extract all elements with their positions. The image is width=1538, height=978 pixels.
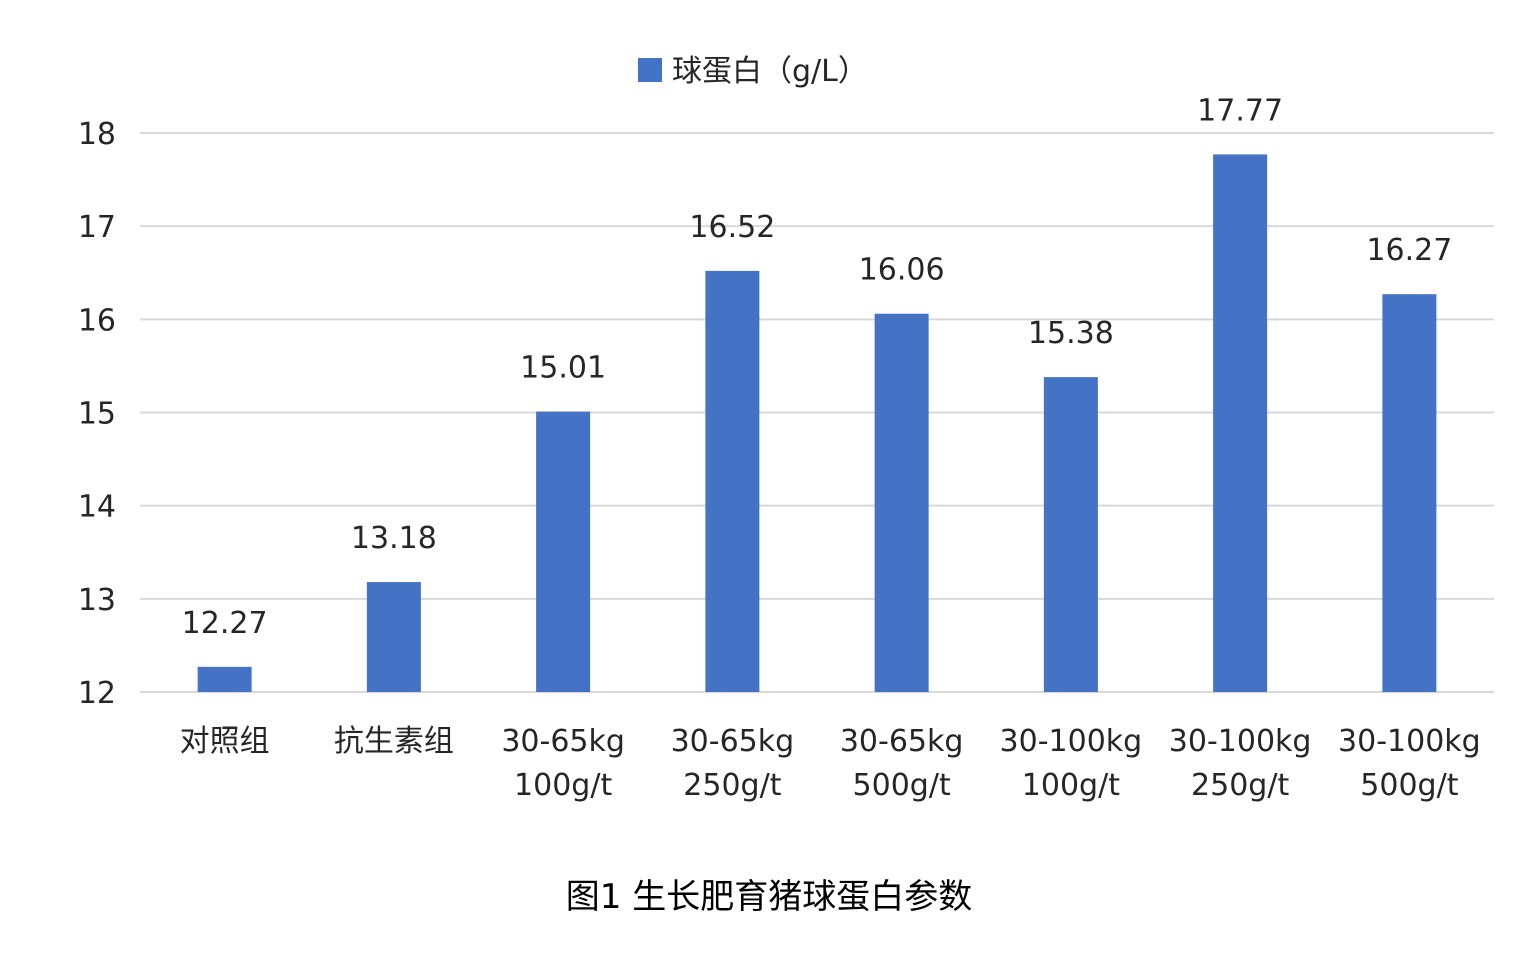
x-category-label: 100g/t — [1022, 768, 1120, 803]
x-category-label: 500g/t — [853, 768, 951, 803]
x-category-label: 抗生素组 — [334, 724, 454, 759]
data-label: 17.77 — [1197, 93, 1283, 128]
legend: 球蛋白（g/L） — [638, 54, 868, 89]
bar — [197, 666, 252, 692]
bar — [1043, 377, 1098, 692]
data-label: 16.06 — [859, 253, 945, 288]
y-axis-ticks: 12 13 14 15 16 17 18 — [78, 117, 116, 711]
legend-swatch — [638, 58, 662, 82]
x-category-label: 30-65kg — [671, 724, 795, 759]
x-category-label: 100g/t — [514, 768, 612, 803]
figure-caption: 图1 生长肥育猪球蛋白参数 — [566, 877, 972, 917]
legend-label: 球蛋白（g/L） — [672, 54, 868, 89]
x-category-label: 对照组 — [180, 724, 270, 759]
data-label: 16.52 — [689, 210, 775, 245]
data-label: 16.27 — [1366, 233, 1452, 268]
x-category-label: 30-100kg — [1000, 724, 1143, 759]
y-tick-label: 13 — [78, 583, 116, 618]
bar — [874, 313, 929, 692]
data-labels: 12.27 13.18 15.01 16.52 16.06 15.38 17.77 16.27 — [182, 93, 1453, 640]
x-category-label: 500g/t — [1360, 768, 1458, 803]
bar — [1213, 154, 1268, 692]
x-category-label: 250g/t — [1191, 768, 1289, 803]
data-label: 15.38 — [1028, 316, 1114, 351]
gridlines — [140, 132, 1494, 693]
bar — [536, 411, 591, 692]
x-category-label: 30-65kg — [840, 724, 964, 759]
x-axis-categories: 对照组 抗生素组 30-65kg 100g/t 30-65kg 250g/t 30-65kg… — [180, 724, 1481, 803]
y-tick-label: 17 — [78, 210, 116, 245]
y-tick-label: 16 — [78, 303, 116, 338]
bars — [197, 154, 1437, 692]
y-tick-label: 15 — [78, 397, 116, 432]
y-tick-label: 12 — [78, 676, 116, 711]
bar — [1382, 294, 1437, 692]
bar — [705, 270, 760, 692]
data-label: 13.18 — [351, 521, 437, 556]
y-tick-label: 18 — [78, 117, 116, 152]
data-label: 12.27 — [182, 606, 268, 641]
x-category-label: 30-100kg — [1338, 724, 1481, 759]
x-category-label: 30-100kg — [1169, 724, 1312, 759]
bar — [366, 582, 421, 692]
y-tick-label: 14 — [78, 490, 116, 525]
x-category-label: 250g/t — [683, 768, 781, 803]
data-label: 15.01 — [520, 351, 606, 386]
x-category-label: 30-65kg — [501, 724, 625, 759]
